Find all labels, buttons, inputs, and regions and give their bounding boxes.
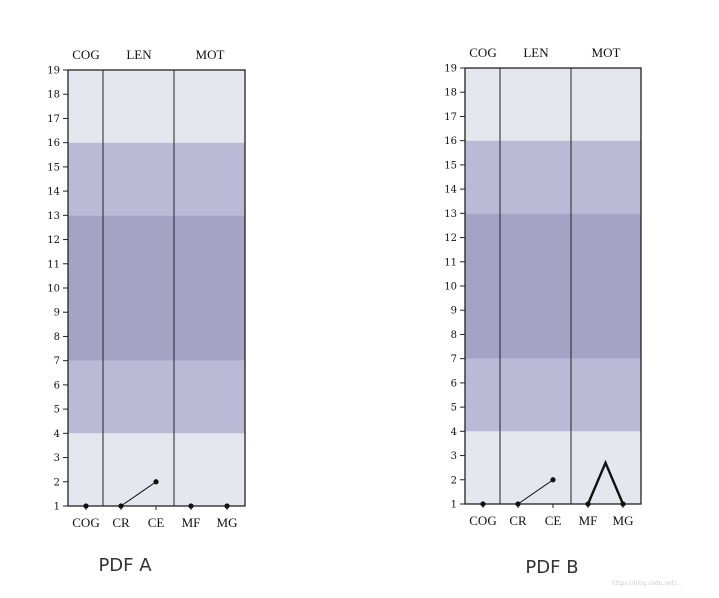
- x-tick-label-ce: CE: [148, 515, 165, 530]
- band-1: [68, 360, 245, 434]
- y-tick-label: 7: [54, 356, 60, 367]
- series-line-motor: [586, 459, 625, 505]
- y-tick-label: 16: [444, 136, 457, 147]
- y-tick-label: 15: [47, 162, 60, 173]
- x-tick-label-cr: CR: [112, 515, 130, 530]
- y-tick-label: 12: [444, 233, 457, 244]
- group-label-cog: COG: [469, 45, 496, 60]
- series-line-language: [517, 479, 554, 505]
- x-tick-label-cog: COG: [469, 513, 496, 528]
- y-tick-label: 5: [451, 403, 457, 414]
- y-tick-label: 2: [451, 475, 457, 486]
- y-tick-label: 19: [444, 64, 457, 75]
- y-tick-label: 11: [444, 257, 457, 268]
- y-tick-label: 19: [47, 66, 60, 77]
- band-2: [68, 215, 245, 361]
- group-label-mot: MOT: [196, 47, 225, 62]
- y-tick-label: 14: [444, 185, 457, 196]
- band-4: [465, 68, 641, 141]
- x-tick-label-mf: MF: [182, 515, 201, 530]
- data-point-mf: [188, 503, 194, 509]
- y-tick-label: 16: [47, 138, 60, 149]
- panel-caption: PDF A: [98, 555, 152, 576]
- data-point-cr: [118, 503, 124, 509]
- x-tick-label-mg: MG: [613, 513, 634, 528]
- y-tick-label: 17: [47, 114, 60, 125]
- data-point-cog: [83, 503, 89, 509]
- band-3: [68, 142, 245, 216]
- y-tick-label: 3: [54, 453, 60, 464]
- data-point-cog: [480, 501, 486, 507]
- data-point-mg: [224, 503, 230, 509]
- band-0: [68, 433, 245, 506]
- y-tick-label: 18: [444, 88, 457, 99]
- y-tick-label: 10: [444, 282, 457, 293]
- y-tick-label: 4: [54, 429, 60, 440]
- y-tick-label: 18: [47, 90, 60, 101]
- y-tick-label: 9: [451, 306, 457, 317]
- y-tick-label: 5: [54, 405, 60, 416]
- y-tick-label: 9: [54, 308, 60, 319]
- y-tick-label: 1: [54, 502, 60, 513]
- x-tick-label-cog: COG: [72, 515, 99, 530]
- band-1: [465, 358, 641, 432]
- y-tick-label: 8: [54, 332, 60, 343]
- data-point-ce: [153, 479, 159, 485]
- series-line-language: [120, 481, 157, 507]
- data-point-ce: [550, 477, 556, 483]
- y-tick-label: 6: [451, 378, 457, 389]
- x-tick-label-cr: CR: [509, 513, 527, 528]
- group-label-cog: COG: [72, 47, 99, 62]
- y-tick-label: 13: [47, 211, 60, 222]
- y-tick-label: 10: [47, 284, 60, 295]
- watermark-text: https://blog.csdn.net/...: [612, 580, 682, 587]
- y-tick-label: 4: [451, 427, 457, 438]
- y-tick-label: 1: [451, 500, 457, 511]
- band-2: [465, 213, 641, 359]
- data-point-mg: [620, 501, 626, 507]
- x-tick-label-mg: MG: [217, 515, 238, 530]
- y-tick-label: 8: [451, 330, 457, 341]
- group-label-mot: MOT: [592, 45, 621, 60]
- y-tick-label: 13: [444, 209, 457, 220]
- y-tick-label: 17: [444, 112, 457, 123]
- y-tick-label: 14: [47, 187, 60, 198]
- y-tick-label: 7: [451, 354, 457, 365]
- band-4: [68, 70, 245, 143]
- y-tick-label: 12: [47, 235, 60, 246]
- group-label-len: LEN: [126, 47, 152, 62]
- panel-caption: PDF B: [525, 557, 578, 578]
- data-point-mf: [585, 501, 591, 507]
- band-3: [465, 140, 641, 214]
- x-tick-label-mf: MF: [579, 513, 598, 528]
- y-tick-label: 6: [54, 380, 60, 391]
- y-tick-label: 3: [451, 451, 457, 462]
- y-tick-label: 11: [47, 259, 60, 270]
- y-tick-label: 2: [54, 477, 60, 488]
- band-0: [465, 431, 641, 504]
- data-point-cr: [515, 501, 521, 507]
- group-label-len: LEN: [523, 45, 549, 60]
- y-tick-label: 15: [444, 160, 457, 171]
- x-tick-label-ce: CE: [545, 513, 562, 528]
